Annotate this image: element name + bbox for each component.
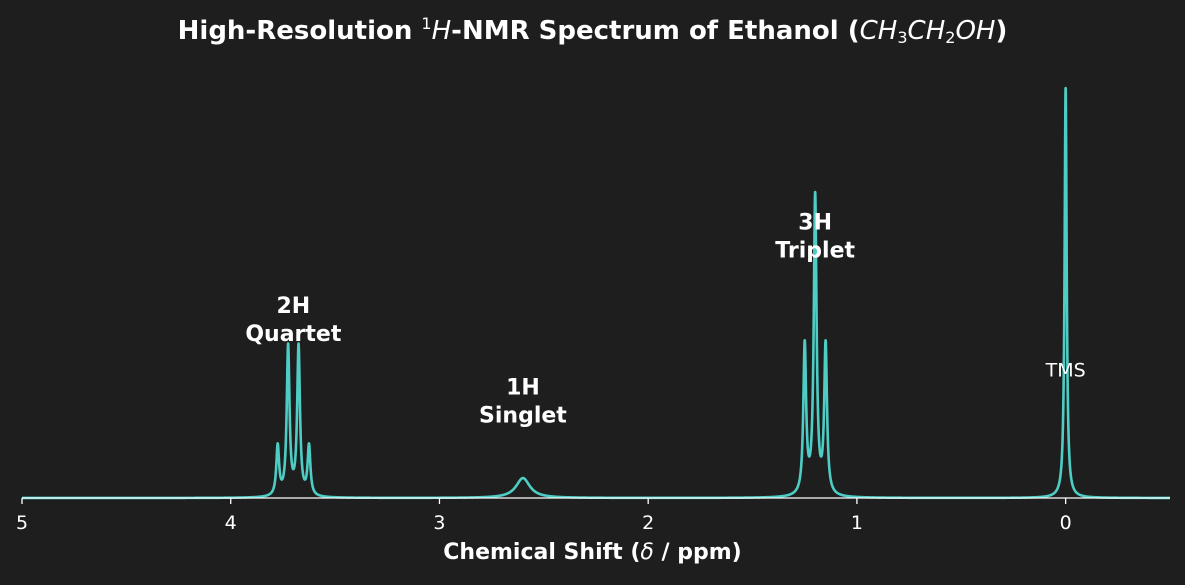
x-label-suffix: / ppm): [653, 540, 742, 565]
x-tick-label: 4: [225, 512, 237, 534]
peak-annotation: Triplet: [775, 238, 855, 263]
x-tick-label: 1: [851, 512, 863, 534]
peak-annotation: 1H: [506, 375, 540, 400]
spectrum-line: [20, 86, 1172, 500]
peak-annotation: 3H: [798, 210, 832, 235]
x-label-delta: δ: [640, 540, 654, 565]
x-label-prefix: Chemical Shift (: [443, 540, 641, 565]
peak-annotation: Quartet: [245, 322, 341, 347]
chart-title: High-Resolution 1H-NMR Spectrum of Ethan…: [0, 14, 1185, 47]
x-tick-label: 2: [642, 512, 654, 534]
title-prefix: High-Resolution: [177, 16, 422, 46]
x-tick-label: 5: [16, 512, 28, 534]
title-suffix: ): [995, 16, 1008, 46]
peak-annotation: Singlet: [479, 403, 567, 428]
title-superscript: 1: [421, 14, 432, 33]
peak-annotation: 2H: [276, 294, 310, 319]
x-tick-label: 0: [1060, 512, 1072, 534]
title-formula-sub-3: 3: [897, 28, 908, 47]
title-middle: -NMR Spectrum of Ethanol (: [451, 16, 860, 46]
x-tick-label: 3: [433, 512, 445, 534]
title-formula-sub-2: 2: [945, 28, 956, 47]
x-axis-label: Chemical Shift (δ / ppm): [0, 540, 1185, 565]
title-italic-h: H: [431, 16, 452, 46]
title-formula-ch: CH: [859, 16, 898, 46]
title-formula-oh: OH: [955, 16, 996, 46]
peak-annotation: TMS: [1045, 360, 1086, 382]
title-formula-ch2: CH: [907, 16, 946, 46]
